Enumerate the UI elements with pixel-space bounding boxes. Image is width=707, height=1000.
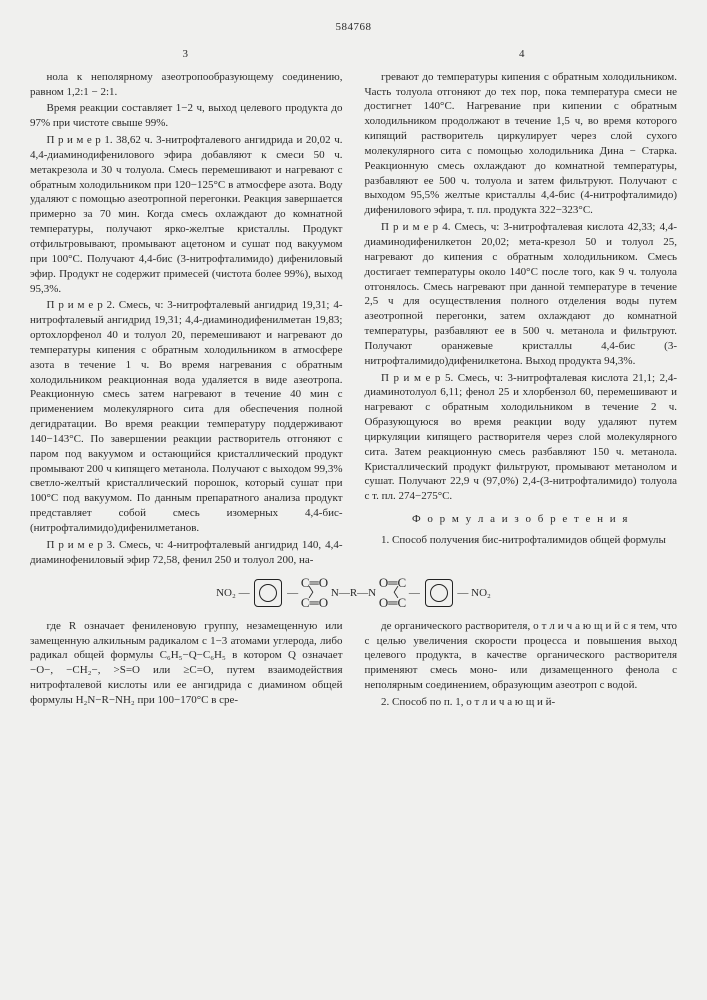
para: 1. Способ получения бис-нитрофталимидов … — [365, 533, 678, 548]
chemical-formula: NO₂ — — C═O 〉 C═O N—R—N O═C 〈 O═C — — NO… — [30, 578, 677, 609]
para: нола к неполярному азеотропообразующему … — [30, 70, 343, 100]
para: где R означает фениленовую группу, незам… — [30, 619, 343, 708]
bond-icon: — — [409, 587, 420, 599]
para: П р и м е р 2. Смесь, ч: 3-нитрофталевый… — [30, 298, 343, 536]
para: П р и м е р 1. 38,62 ч. 3-нитрофталевого… — [30, 133, 343, 296]
carbonyl-branch: O═C 〈 O═C — [379, 578, 406, 609]
benzene-ring-icon — [254, 579, 282, 607]
bond-icon: — — [239, 587, 250, 599]
para: 2. Способ по п. 1, о т л и ч а ю щ и й- — [365, 695, 678, 710]
header: 584768 — [30, 20, 677, 35]
bond-icon: — — [457, 587, 468, 599]
bond-icon: — — [287, 587, 298, 599]
para: П р и м е р 5. Смесь, ч: 3-нитрофталевая… — [365, 371, 678, 505]
page-right: 4 — [366, 47, 677, 62]
r-group: N—R—N — [331, 586, 376, 601]
body-columns: нола к неполярному азеотропообразующему … — [30, 70, 677, 568]
claims-title: Ф о р м у л а и з о б р е т е н и я — [365, 512, 678, 527]
para: П р и м е р 3. Смесь, ч: 4-нитрофталевый… — [30, 538, 343, 568]
para: П р и м е р 4. Смесь, ч: 3-нитрофталевая… — [365, 220, 678, 368]
body-columns-lower: где R означает фениленовую группу, незам… — [30, 619, 677, 711]
para: Время реакции составляет 1−2 ч, выход це… — [30, 101, 343, 131]
no2-right: NO₂ — [471, 586, 491, 601]
para: де органического растворителя, о т л и ч… — [365, 619, 678, 693]
carbonyl-branch: C═O 〉 C═O — [301, 578, 328, 609]
page-left: 3 — [30, 47, 341, 62]
page-numbers: 3 4 — [30, 47, 677, 62]
para: гревают до температуры кипения с обратны… — [365, 70, 678, 218]
doc-number: 584768 — [30, 20, 677, 35]
no2-left: NO₂ — [216, 586, 236, 601]
benzene-ring-icon — [425, 579, 453, 607]
